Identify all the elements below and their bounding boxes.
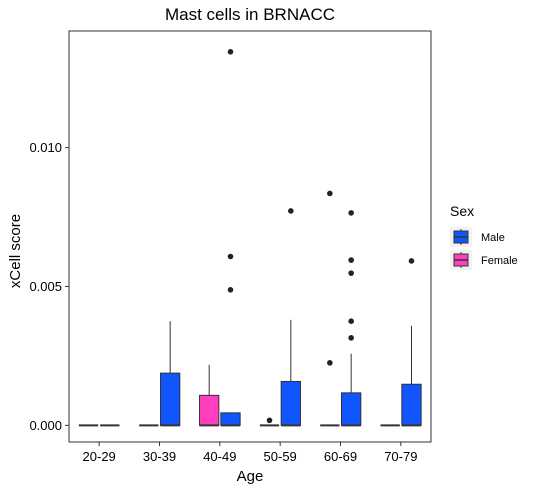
y-axis-title: xCell score bbox=[7, 214, 24, 288]
outlier-point bbox=[227, 49, 234, 55]
outlier-point bbox=[408, 258, 415, 264]
box-male-70-79 bbox=[401, 258, 422, 427]
outlier-point bbox=[327, 190, 333, 197]
legend-title: Sex bbox=[450, 203, 474, 219]
outlier-point bbox=[227, 253, 234, 260]
box-male-50-59 bbox=[280, 208, 301, 427]
legend-label-female: Female bbox=[481, 255, 518, 267]
outlier-point bbox=[348, 335, 354, 341]
box-body bbox=[401, 383, 422, 426]
box-female-40-49 bbox=[199, 364, 220, 427]
outlier-point bbox=[348, 270, 354, 276]
y-tick-label: 0.010 bbox=[29, 140, 62, 155]
box-female-50-59 bbox=[259, 417, 280, 427]
chart-title: Mast cells in BRNACC bbox=[165, 5, 335, 24]
outlier-point bbox=[348, 257, 354, 263]
x-tick-label: 60-69 bbox=[324, 449, 357, 464]
outlier-point bbox=[288, 208, 294, 214]
x-axis: 20-29 30-39 40-49 50-59 60-69 70-79 bbox=[83, 442, 417, 464]
x-tick-label: 20-29 bbox=[83, 449, 116, 464]
y-tick-label: 0.000 bbox=[29, 418, 62, 433]
x-axis-title: Age bbox=[237, 468, 264, 485]
plot-panel bbox=[68, 30, 432, 443]
box-body bbox=[199, 394, 220, 426]
x-tick-label: 40-49 bbox=[203, 449, 236, 464]
box-body bbox=[160, 372, 181, 426]
outlier-point bbox=[227, 287, 234, 293]
box-female-60-69 bbox=[320, 190, 340, 427]
y-axis: 0.000 0.005 0.010 bbox=[29, 140, 69, 433]
outlier-point bbox=[266, 417, 273, 424]
box-male-30-39 bbox=[160, 321, 181, 427]
x-tick-label: 30-39 bbox=[143, 449, 176, 464]
boxes-layer bbox=[78, 49, 422, 427]
box-body bbox=[280, 380, 301, 426]
x-tick-label: 70-79 bbox=[384, 449, 417, 464]
outlier-point bbox=[327, 360, 333, 366]
outlier-point bbox=[348, 318, 354, 324]
box-male-40-49 bbox=[220, 49, 241, 427]
x-tick-label: 50-59 bbox=[264, 449, 297, 464]
box-body bbox=[341, 392, 362, 426]
box-male-60-69 bbox=[341, 210, 362, 427]
legend: Sex Male Female bbox=[450, 203, 518, 270]
legend-label-male: Male bbox=[481, 232, 505, 244]
y-tick-label: 0.005 bbox=[29, 279, 62, 294]
outlier-point bbox=[348, 210, 354, 216]
box-body bbox=[220, 412, 241, 426]
